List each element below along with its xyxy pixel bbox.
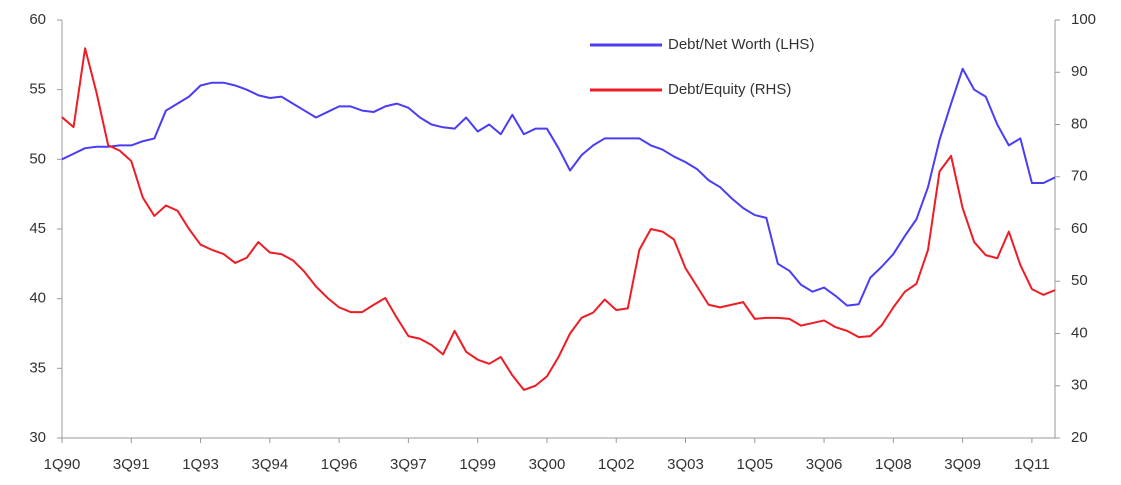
y2-tick-label: 90 (1071, 63, 1088, 80)
x-tick-label: 3Q00 (529, 456, 566, 473)
x-tick-label: 3Q97 (390, 456, 427, 473)
y2-tick-label: 100 (1071, 11, 1096, 28)
x-tick-label: 1Q08 (875, 456, 912, 473)
legend-label: Debt/Net Worth (LHS) (668, 36, 814, 53)
x-tick-label: 1Q05 (736, 456, 773, 473)
x-tick-label: 3Q03 (667, 456, 704, 473)
y-tick-label: 45 (29, 220, 46, 237)
x-tick-label: 1Q11 (1014, 456, 1050, 473)
x-tick-label: 1Q96 (321, 456, 358, 473)
y2-tick-label: 60 (1071, 220, 1088, 237)
x-tick-label: 1Q90 (44, 456, 81, 473)
y2-tick-label: 70 (1071, 168, 1088, 185)
legend-label: Debt/Equity (RHS) (668, 81, 791, 98)
x-tick-label: 3Q91 (113, 456, 150, 473)
y2-tick-label: 40 (1071, 324, 1088, 341)
x-tick-label: 1Q93 (182, 456, 219, 473)
y-tick-label: 35 (29, 359, 46, 376)
y2-tick-label: 80 (1071, 115, 1088, 132)
data-line (61, 47, 1056, 391)
y-tick-label: 60 (29, 11, 46, 28)
y-tick-label: 30 (29, 429, 46, 446)
data-line (61, 67, 1056, 307)
x-tick-label: 1Q99 (459, 456, 496, 473)
y2-tick-label: 50 (1071, 272, 1088, 289)
x-tick-label: 3Q06 (806, 456, 843, 473)
y2-tick-label: 30 (1071, 377, 1088, 394)
y2-tick-label: 20 (1071, 429, 1088, 446)
y-tick-label: 50 (29, 150, 46, 167)
x-tick-label: 1Q02 (598, 456, 635, 473)
x-tick-label: 3Q94 (251, 456, 288, 473)
x-tick-label: 3Q09 (944, 456, 981, 473)
y-tick-label: 40 (29, 290, 46, 307)
y-tick-label: 55 (29, 81, 46, 98)
